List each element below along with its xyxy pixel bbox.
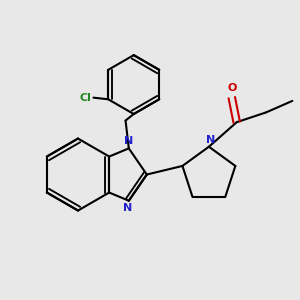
Text: O: O [227, 83, 236, 94]
Text: N: N [123, 203, 132, 213]
Text: N: N [124, 136, 134, 146]
Text: Cl: Cl [80, 93, 91, 103]
Text: N: N [206, 134, 215, 145]
